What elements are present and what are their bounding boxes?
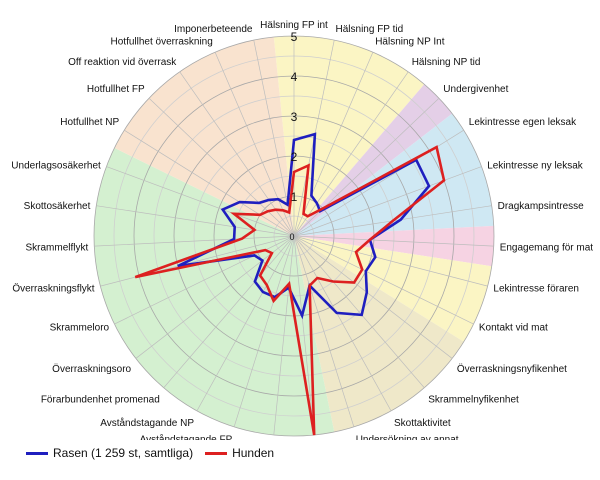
legend-item-dog: Hunden (205, 446, 274, 460)
axis-label-25: Underlagsosäkerhet (11, 161, 101, 172)
legend-swatch-breed (26, 451, 48, 455)
axis-label-9: Lekintresse föraren (493, 284, 579, 295)
axis-label-24: Skottosäkerhet (24, 201, 91, 212)
grid-spoke-4 (293, 97, 440, 237)
grid-spoke-6 (293, 166, 482, 237)
axis-label-12: Skrammelnyfikenhet (428, 394, 519, 405)
axis-label-29: Hotfullhet överraskning (111, 37, 213, 48)
axis-label-0: Hälsning FP int (260, 20, 328, 31)
grid-spoke-3 (293, 71, 409, 237)
axis-label-26: Hotfullhet NP (60, 117, 119, 128)
grid-spoke-12 (293, 235, 425, 388)
grid-spoke-22 (100, 235, 295, 287)
axis-label-22: Överraskningsflykt (12, 283, 94, 295)
grid-spoke-18 (196, 235, 295, 412)
grid-spoke-19 (163, 235, 295, 388)
sector-6 (94, 147, 335, 436)
grid-spoke-14 (293, 235, 355, 427)
axis-label-30: Imponerbeteende (174, 24, 253, 35)
grid-spoke-29 (214, 52, 295, 237)
axis-label-11: Överraskningsnyfikenhet (457, 363, 567, 375)
grid-spoke-15 (293, 235, 315, 436)
axis-label-20: Överraskningsoro (52, 363, 131, 375)
axis-label-14: Undersökning av annat (356, 435, 459, 440)
ring-label-1: 1 (291, 190, 298, 204)
grid-spoke-11 (293, 235, 453, 359)
ring-label-4: 4 (291, 70, 298, 84)
legend-swatch-dog (205, 451, 228, 455)
axis-label-10: Kontakt vid mat (479, 323, 548, 334)
grid-spoke-25 (106, 166, 295, 237)
grid-spoke-26 (124, 129, 295, 237)
grid-spoke-27 (148, 97, 295, 237)
ring-label-0: 0 (289, 232, 294, 242)
ring-label-5: 5 (291, 30, 298, 44)
axis-label-23: Skrammelflykt (26, 242, 89, 253)
ring-labels: 1 2 3 4 5 0 (289, 30, 297, 242)
axis-label-18: Avståndstagande NP (100, 417, 194, 429)
grid-spoke-24 (96, 205, 295, 237)
legend-item-breed: Rasen (1 259 st, samtliga) (26, 446, 193, 460)
series-line-breed (177, 132, 431, 320)
axis-label-21: Skrammeloro (50, 323, 110, 334)
axis-label-7: Dragkampsintresse (498, 201, 585, 212)
ring-label-2: 2 (291, 150, 298, 164)
sector-7 (114, 37, 295, 236)
axis-label-3: Hälsning NP tid (412, 57, 481, 68)
grid-spoke-23 (94, 235, 295, 247)
sector-4 (294, 236, 492, 342)
grid-spoke-8 (293, 235, 494, 247)
axis-label-27: Hotfullhet FP (87, 84, 145, 95)
grid-spoke-2 (293, 52, 374, 237)
grid-spoke-9 (293, 235, 488, 287)
legend-label-breed: Rasen (1 259 st, samtliga) (53, 446, 194, 460)
series-line-dog (134, 145, 446, 436)
grid-spoke-17 (233, 235, 295, 427)
axis-label-5: Lekintresse egen leksak (469, 117, 577, 128)
grid-spoke-13 (293, 235, 392, 412)
axis-label-1: Hälsning FP tid (336, 24, 404, 35)
grid-spoke-16 (273, 235, 295, 436)
radar-series (134, 132, 446, 436)
grid-spoke-20 (135, 235, 295, 359)
chart-legend: Rasen (1 259 st, samtliga) Hunden (26, 446, 286, 460)
axis-label-8: Engagemang för mat (500, 242, 594, 253)
sector-2 (294, 113, 494, 236)
axis-labels: Hälsning FP int Hälsning FP tid Hälsning N… (11, 20, 593, 440)
axis-label-2: Hälsning NP Int (375, 37, 445, 48)
axis-label-28: Off reaktion vid överrask (68, 57, 177, 68)
axis-label-4: Undergivenhet (443, 84, 508, 95)
sector-3 (294, 225, 495, 267)
grid-spoke-10 (293, 235, 474, 325)
axis-label-19: Förarbundenhet promenad (41, 394, 160, 405)
axis-label-13: Skottaktivitet (394, 418, 451, 429)
axis-label-6: Lekintresse ny leksak (487, 161, 584, 172)
legend-label-dog: Hunden (232, 446, 275, 460)
ring-label-3: 3 (291, 110, 298, 124)
axis-label-17: Avståndstagande FP (140, 434, 233, 440)
